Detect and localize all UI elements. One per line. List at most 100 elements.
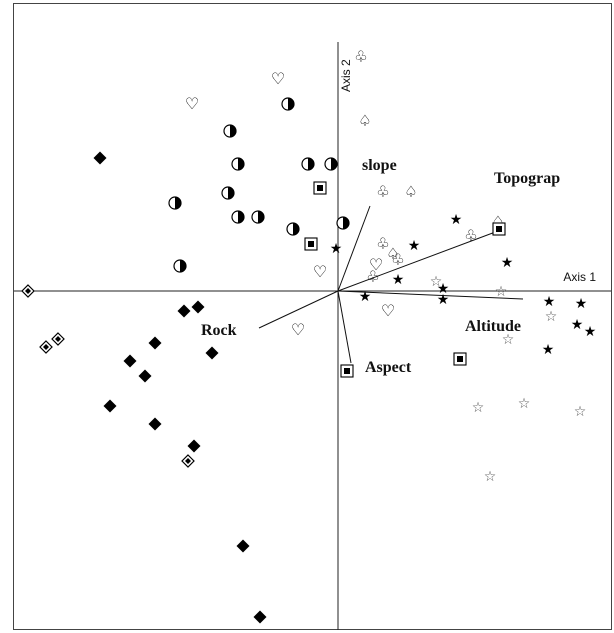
data-point-diamond-dotted bbox=[181, 454, 195, 468]
vector-aspect: Aspect bbox=[337, 290, 412, 376]
data-point-star-open: ☆ bbox=[545, 309, 558, 325]
data-point-half-circle bbox=[286, 222, 300, 236]
data-point-star-filled: ★ bbox=[501, 255, 514, 271]
data-point-half-circle bbox=[221, 186, 235, 200]
data-point-star-open: ☆ bbox=[518, 396, 531, 412]
svg-text:♧: ♧ bbox=[376, 234, 389, 252]
data-point-club: ♧ bbox=[391, 250, 404, 268]
svg-text:★: ★ bbox=[437, 292, 450, 308]
data-point-half-circle bbox=[173, 259, 187, 273]
data-point-boxed-square bbox=[313, 181, 327, 195]
data-point-diamond-filled bbox=[191, 300, 205, 314]
data-point-star-filled: ★ bbox=[330, 241, 343, 257]
svg-text:♡: ♡ bbox=[313, 262, 327, 281]
data-point-boxed-square bbox=[340, 364, 354, 378]
svg-text:★: ★ bbox=[542, 342, 555, 358]
svg-text:♡: ♡ bbox=[291, 320, 305, 339]
svg-text:☆: ☆ bbox=[430, 274, 443, 290]
data-point-half-circle bbox=[324, 157, 338, 171]
data-point-diamond-filled bbox=[138, 369, 152, 383]
svg-text:♧: ♧ bbox=[391, 250, 404, 268]
vector-slope: slope bbox=[337, 157, 397, 292]
vector-label: Topograp bbox=[494, 170, 560, 187]
vector-label: Rock bbox=[201, 322, 237, 339]
svg-text:♧: ♧ bbox=[354, 47, 367, 65]
data-point-heart: ♡ bbox=[271, 69, 285, 88]
data-point-diamond-filled bbox=[93, 151, 107, 165]
y-axis-title: Axis 2 bbox=[339, 59, 353, 92]
vector-line bbox=[258, 290, 339, 329]
data-point-diamond-filled bbox=[148, 417, 162, 431]
svg-text:♤: ♤ bbox=[386, 244, 399, 262]
svg-text:☆: ☆ bbox=[545, 309, 558, 325]
data-point-star-filled: ★ bbox=[437, 281, 450, 297]
data-point-half-circle bbox=[231, 210, 245, 224]
vector-rock: Rock bbox=[201, 290, 339, 339]
data-point-heart: ♡ bbox=[313, 262, 327, 281]
data-point-club: ♧ bbox=[354, 47, 367, 65]
data-point-heart: ♡ bbox=[185, 94, 199, 113]
data-point-diamond-dotted bbox=[21, 284, 35, 298]
svg-text:★: ★ bbox=[330, 241, 343, 257]
data-point-diamond-filled bbox=[103, 399, 117, 413]
data-point-half-circle bbox=[231, 157, 245, 171]
svg-text:♧: ♧ bbox=[366, 267, 379, 285]
data-point-diamond-filled bbox=[177, 304, 191, 318]
vector-line bbox=[337, 205, 371, 292]
data-point-star-filled: ★ bbox=[542, 342, 555, 358]
data-point-star-filled: ★ bbox=[392, 272, 405, 288]
data-point-star-filled: ★ bbox=[408, 238, 421, 254]
data-point-star-open: ☆ bbox=[484, 469, 497, 485]
data-point-diamond-filled bbox=[187, 439, 201, 453]
svg-text:☆: ☆ bbox=[574, 404, 587, 420]
vector-label: Altitude bbox=[465, 318, 521, 335]
data-point-star-open: ☆ bbox=[430, 274, 443, 290]
svg-text:★: ★ bbox=[543, 294, 556, 310]
data-point-half-circle bbox=[251, 210, 265, 224]
data-point-heart: ♡ bbox=[291, 320, 305, 339]
svg-text:☆: ☆ bbox=[518, 396, 531, 412]
vector-label: slope bbox=[362, 157, 397, 174]
svg-text:♡: ♡ bbox=[185, 94, 199, 113]
environmental-vectors: Topograp Altitude slope Aspect Rock bbox=[201, 157, 560, 376]
data-point-boxed-square bbox=[304, 237, 318, 251]
data-point-diamond-dotted bbox=[39, 340, 53, 354]
data-point-diamond-filled bbox=[253, 610, 267, 624]
data-point-heart: ♡ bbox=[369, 255, 383, 274]
data-point-diamond-filled bbox=[205, 346, 219, 360]
svg-text:♡: ♡ bbox=[369, 255, 383, 274]
data-point-star-open: ☆ bbox=[495, 284, 508, 300]
svg-text:★: ★ bbox=[584, 324, 597, 340]
svg-text:♧: ♧ bbox=[464, 226, 477, 244]
data-point-diamond-filled bbox=[148, 336, 162, 350]
data-point-half-circle bbox=[223, 124, 237, 138]
plot-frame bbox=[13, 3, 612, 630]
svg-text:♤: ♤ bbox=[358, 111, 371, 129]
vector-line bbox=[337, 230, 499, 292]
svg-text:★: ★ bbox=[437, 281, 450, 297]
vector-line bbox=[337, 290, 352, 364]
data-point-star-filled: ★ bbox=[543, 294, 556, 310]
svg-text:♧: ♧ bbox=[376, 182, 389, 200]
data-point-star-open: ☆ bbox=[502, 332, 515, 348]
svg-text:♤: ♤ bbox=[404, 182, 417, 200]
data-point-star-filled: ★ bbox=[359, 289, 372, 305]
svg-text:★: ★ bbox=[359, 289, 372, 305]
data-point-star-filled: ★ bbox=[450, 212, 463, 228]
vector-altitude: Altitude bbox=[337, 290, 524, 335]
data-point-half-circle bbox=[336, 216, 350, 230]
sample-points: ♡♡♡ ♡♡♡♧♧♧♧♧♧♤♤♤♤★★★★★★★ ★ ★ ★★ ★★☆☆☆☆☆ ☆ ☆☆ bbox=[21, 47, 597, 624]
data-point-half-circle bbox=[281, 97, 295, 111]
svg-text:☆: ☆ bbox=[502, 332, 515, 348]
data-point-club: ♧ bbox=[376, 182, 389, 200]
x-axis-title: Axis 1 bbox=[563, 270, 596, 284]
data-point-club: ♧ bbox=[376, 234, 389, 252]
svg-text:☆: ☆ bbox=[484, 469, 497, 485]
data-point-star-filled: ★ bbox=[575, 296, 588, 312]
data-point-spade: ♤ bbox=[358, 111, 371, 129]
data-point-star-open: ☆ bbox=[574, 404, 587, 420]
svg-text:☆: ☆ bbox=[495, 284, 508, 300]
data-point-star-open: ☆ bbox=[472, 400, 485, 416]
data-point-boxed-square bbox=[492, 222, 506, 236]
svg-text:♡: ♡ bbox=[381, 301, 395, 320]
